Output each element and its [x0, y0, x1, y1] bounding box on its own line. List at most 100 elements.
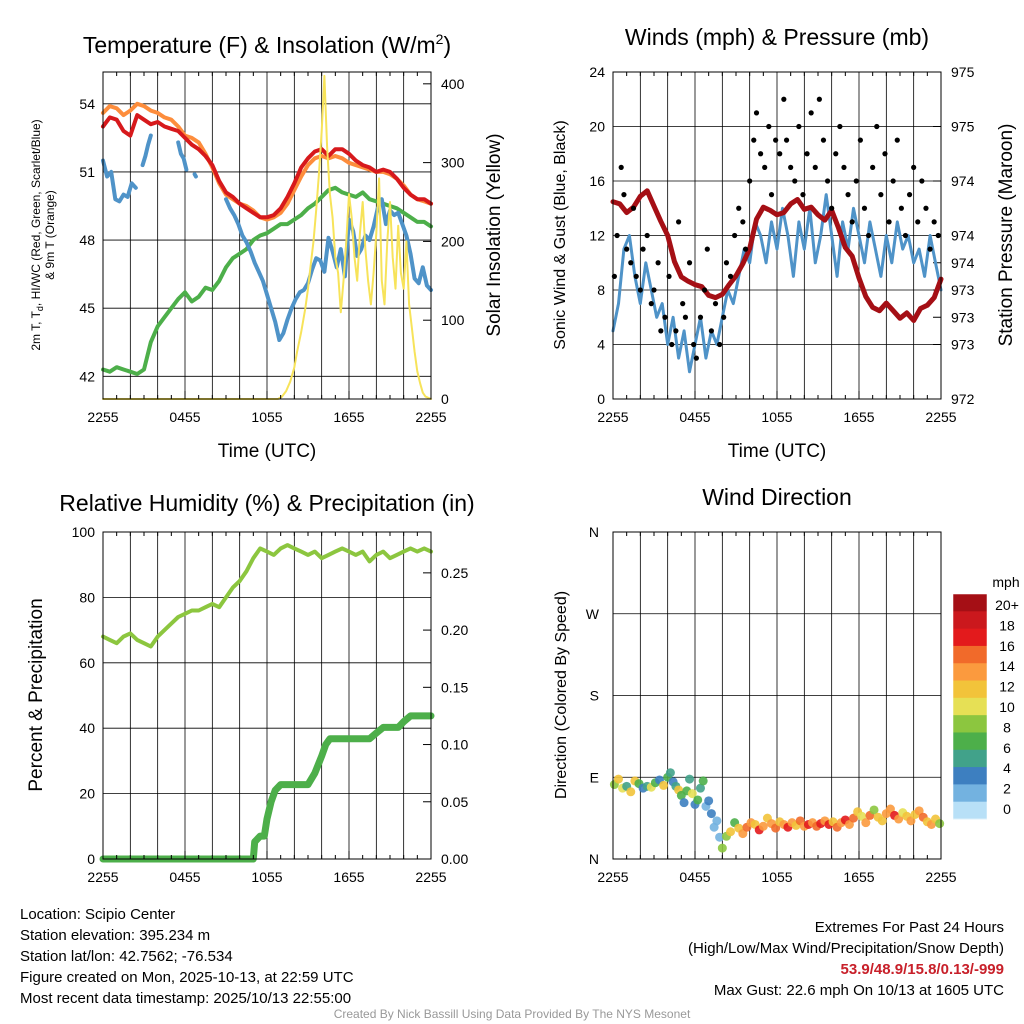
wind-gust-point	[614, 232, 620, 239]
temp-xtick-label: 2255	[415, 409, 446, 425]
temp-xtick-label: 1055	[251, 409, 282, 425]
wind-gust-point	[762, 164, 768, 170]
temp-ytick-label: 45	[79, 300, 95, 316]
wind-gust-point	[800, 192, 806, 198]
wind-gust-point	[792, 178, 798, 184]
temp-series-td	[101, 185, 433, 376]
temp-ytick-label: 51	[79, 164, 95, 180]
wind-gust-point	[766, 123, 772, 130]
rh-xtick-label: 1655	[333, 869, 364, 885]
wind-gust-point	[662, 314, 668, 320]
wind-gust-point	[742, 246, 749, 252]
colorbar-unit-label: mph	[992, 574, 1019, 590]
wind-gust-point	[820, 137, 827, 143]
colorbar-swatch	[953, 749, 987, 768]
wind-gust-point	[701, 287, 708, 293]
dir-direction-point	[877, 816, 887, 826]
dir-direction-point	[717, 843, 727, 853]
wind-gust-point	[865, 232, 872, 239]
colorbar-swatch	[953, 680, 987, 699]
wind-gust-point	[676, 219, 682, 225]
dir-direction-point	[679, 798, 689, 808]
colorbar-label: 18	[999, 617, 1015, 633]
dir-direction-point	[613, 774, 623, 784]
wind-gust-point	[624, 246, 630, 252]
temp-xlabel: Time (UTC)	[218, 441, 317, 462]
wind-gust-point	[927, 246, 933, 252]
wind-gust-point	[673, 328, 679, 334]
dir-direction-point	[712, 816, 722, 826]
wind-gust-point	[721, 314, 727, 320]
wind-gust-point	[655, 260, 661, 266]
extremes-title: Extremes For Past 24 Hours	[814, 919, 1004, 936]
dir-direction-point	[659, 780, 669, 790]
colorbar-swatch	[953, 594, 987, 612]
colorbar-label: 12	[999, 679, 1015, 695]
dir-direction-point	[894, 814, 904, 824]
recent-timestamp: Most recent data timestamp: 2025/10/13 2…	[20, 990, 352, 1007]
wind-gust-point	[915, 219, 921, 225]
wind-gust-point	[686, 260, 693, 266]
rh-xtick-label: 2255	[87, 869, 118, 885]
rh-series-rh	[101, 543, 433, 649]
colorbar-label: 8	[1003, 719, 1011, 735]
colorbar-label: 16	[999, 638, 1015, 654]
wind-gust-point	[931, 219, 937, 225]
temp-xtick-label: 0455	[169, 409, 200, 425]
wind-gust-point	[833, 151, 839, 157]
wind-gust-point	[911, 164, 917, 170]
wind-gust-point	[824, 178, 831, 184]
dir-direction-point	[844, 819, 854, 829]
wind-gust-point	[712, 301, 719, 307]
wind-gust-point	[788, 164, 794, 170]
credit-line: Created By Nick Bassill Using Data Provi…	[333, 1007, 691, 1021]
dir-xtick-label: 2255	[597, 869, 628, 885]
wind-ytick-right-label: 973	[951, 282, 975, 298]
dir-direction-point	[738, 829, 748, 839]
colorbar-frame	[952, 593, 988, 820]
wind-gust-point	[682, 314, 689, 320]
wind-ytick-right-label: 972	[951, 391, 975, 407]
wind-gust-point	[808, 110, 814, 116]
wind-gust-point	[853, 178, 859, 184]
wind-ytick-label: 8	[597, 282, 605, 298]
station-elevation: Station elevation: 395.234 m	[20, 927, 211, 944]
wind-gust-point	[906, 192, 913, 198]
dir-xtick-label: 0455	[679, 869, 710, 885]
rh-title: Relative Humidity (%) & Precipitation (i…	[59, 490, 474, 516]
wind-gust-point	[849, 219, 855, 225]
temp-ytick-right-label: 0	[441, 391, 449, 407]
wind-xtick-label: 2255	[597, 409, 628, 425]
rh-ytick-right-label: 0.25	[441, 565, 468, 581]
wind-ytick-right-label: 974	[951, 173, 975, 189]
wind-ytick-label: 24	[589, 64, 605, 80]
wind-gust-point	[870, 164, 876, 170]
colorbar-label: 14	[999, 658, 1015, 674]
wind-gust-point	[651, 287, 657, 293]
colorbar-swatch	[953, 801, 987, 820]
dir-direction-point	[869, 805, 879, 815]
dir-ytick-label: W	[586, 606, 600, 622]
wind-gust-point	[783, 137, 790, 143]
rh-ytick-label: 40	[79, 720, 95, 736]
colorbar-swatch	[953, 663, 987, 682]
wind-gust-point	[669, 341, 675, 348]
dir-direction-point	[726, 827, 736, 837]
wind-gust-point	[829, 205, 835, 211]
dir-direction-point	[687, 789, 697, 799]
wind-gust-point	[768, 192, 775, 198]
wind-ytick-label: 12	[589, 228, 605, 244]
temp-xtick-label: 2255	[87, 409, 118, 425]
extremes-info: Extremes For Past 24 Hours (High/Low/Max…	[688, 917, 1004, 1001]
wind-gust-point	[747, 178, 753, 184]
colorbar-label: 6	[1003, 740, 1011, 756]
dir-direction-point	[704, 796, 714, 806]
rh-ytick-right-label: 0.15	[441, 679, 468, 695]
temp-xtick-label: 1655	[333, 409, 364, 425]
wind-xlabel: Time (UTC)	[728, 441, 827, 462]
wind-gust-point	[919, 178, 925, 184]
dir-ytick-label: E	[590, 769, 599, 785]
dir-direction-point	[935, 819, 945, 829]
wind-ytick-right-label: 975	[951, 64, 975, 80]
extremes-description: (High/Low/Max Wind/Precipitation/Snow De…	[688, 940, 1004, 957]
